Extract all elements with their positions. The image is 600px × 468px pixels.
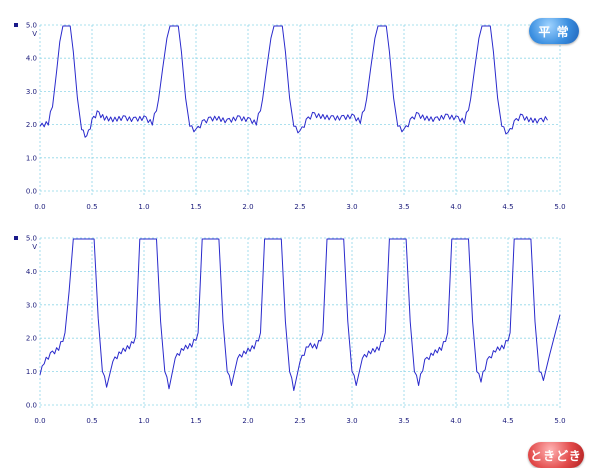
x-tick-label: 0.0 xyxy=(34,203,45,211)
y-tick-label: 3.0 xyxy=(26,88,37,96)
y-tick-label: 2.0 xyxy=(26,121,37,129)
x-tick-label: 3.0 xyxy=(346,203,357,211)
y-tick-label: 0.0 xyxy=(26,188,37,196)
y-tick-label: 4.0 xyxy=(26,268,37,276)
y-unit-label: V xyxy=(32,30,37,38)
x-tick-label: 2.0 xyxy=(242,203,253,211)
x-tick-label: 5.0 xyxy=(554,417,565,425)
badge-sometimes: ときどき xyxy=(528,442,584,468)
y-tick-label: 1.0 xyxy=(26,154,37,162)
x-tick-label: 2.5 xyxy=(294,417,305,425)
x-tick-label: 1.0 xyxy=(138,417,149,425)
x-tick-label: 0.5 xyxy=(86,203,97,211)
y-tick-label: 3.0 xyxy=(26,301,37,309)
x-tick-label: 1.5 xyxy=(190,417,201,425)
y-unit-label: V xyxy=(32,243,37,251)
badge-normal: 平 常 xyxy=(529,18,579,44)
x-tick-label: 3.5 xyxy=(398,417,409,425)
x-tick-label: 3.0 xyxy=(346,417,357,425)
chart-panel-normal: 0.0 0.5 1.0 1.5 2.0 2.5 3.0 3.5 4.0 4.5 5.0 0.0 1.0 2… xyxy=(0,0,600,214)
x-tick-label: 2.0 xyxy=(242,417,253,425)
chart-sometimes: 0.0 0.5 1.0 1.5 2.0 2.5 3.0 3.5 4.0 4.5 5.0 0.0 1.0 2… xyxy=(14,235,566,425)
x-tick-label: 2.5 xyxy=(294,203,305,211)
series-line xyxy=(39,238,561,391)
chart-panel-sometimes: 0.0 0.5 1.0 1.5 2.0 2.5 3.0 3.5 4.0 4.5 5.0 0.0 1.0 2… xyxy=(0,214,600,468)
x-tick-label: 1.5 xyxy=(190,203,201,211)
x-tick-label: 4.0 xyxy=(450,203,461,211)
x-tick-label: 0.0 xyxy=(34,417,45,425)
y-tick-label: 5.0 xyxy=(26,235,37,243)
legend-marker xyxy=(14,236,18,240)
x-tick-label: 0.5 xyxy=(86,417,97,425)
x-tick-label: 3.5 xyxy=(398,203,409,211)
y-tick-label: 1.0 xyxy=(26,368,37,376)
y-tick-label: 2.0 xyxy=(26,335,37,343)
y-tick-label: 0.0 xyxy=(26,402,37,410)
y-tick-label: 4.0 xyxy=(26,55,37,63)
x-tick-label: 5.0 xyxy=(554,203,565,211)
y-tick-label: 5.0 xyxy=(26,22,37,30)
series-line xyxy=(39,25,548,138)
x-tick-label: 1.0 xyxy=(138,203,149,211)
legend-marker xyxy=(14,23,18,27)
x-tick-label: 4.5 xyxy=(502,417,513,425)
x-tick-label: 4.5 xyxy=(502,203,513,211)
x-tick-label: 4.0 xyxy=(450,417,461,425)
chart-normal: 0.0 0.5 1.0 1.5 2.0 2.5 3.0 3.5 4.0 4.5 5.0 0.0 1.0 2… xyxy=(14,22,566,211)
